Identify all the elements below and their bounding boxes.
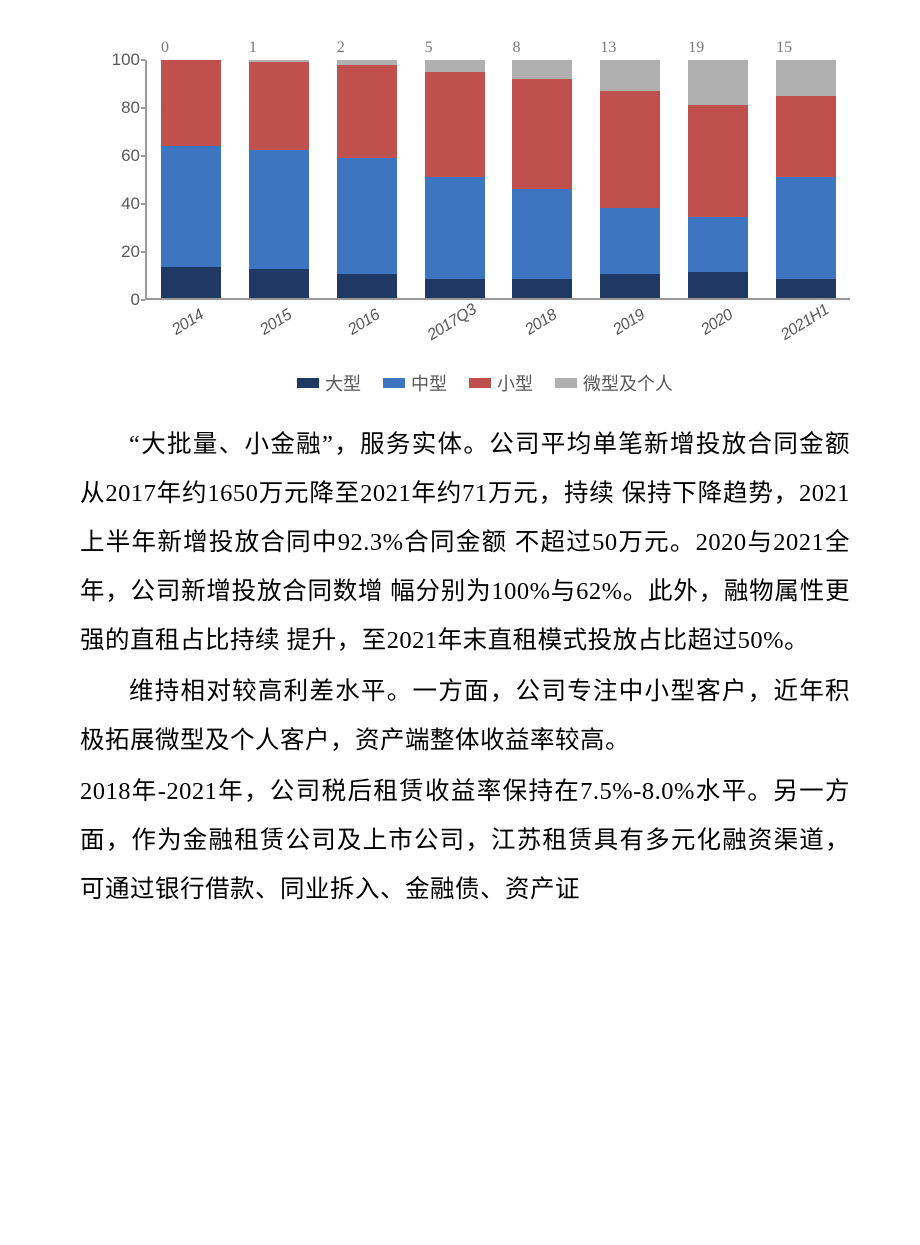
y-tick-label: 40 <box>100 194 140 214</box>
bar-column: 468 <box>512 60 572 298</box>
legend-swatch <box>297 378 319 388</box>
bar-segment-medium <box>512 189 572 279</box>
bar-segment-large <box>337 274 397 298</box>
bar-column: 3415 <box>776 60 836 298</box>
legend-label: 小型 <box>497 370 533 396</box>
bar-segment-large <box>600 274 660 298</box>
data-label-micro: 19 <box>688 39 704 57</box>
paragraph: 2018年-2021年，公司税后租赁收益率保持在7.5%-8.0%水平。另一方面… <box>80 767 850 914</box>
bar-segment-large <box>688 272 748 298</box>
legend-item-large: 大型 <box>297 370 361 396</box>
bar-segment-medium <box>776 177 836 279</box>
page: 360371392445468491347193415 201420152016… <box>0 0 920 914</box>
legend-item-medium: 中型 <box>383 370 447 396</box>
data-label-small: 36 <box>161 96 177 114</box>
data-label-small: 34 <box>776 129 792 147</box>
legend-label: 大型 <box>325 370 361 396</box>
legend-label: 中型 <box>411 370 447 396</box>
chart-container: 360371392445468491347193415 201420152016… <box>80 0 850 396</box>
y-tick-label: 20 <box>100 242 140 262</box>
bar-segment-micro <box>249 60 309 62</box>
data-label-micro: 1 <box>249 39 257 57</box>
data-label-micro: 13 <box>600 39 616 57</box>
bar-column: 360 <box>161 60 221 298</box>
bar-segment-micro <box>337 60 397 65</box>
y-tick-label: 100 <box>100 50 140 70</box>
legend-item-micro: 微型及个人 <box>555 370 673 396</box>
x-tick-label: 2014 <box>146 292 230 354</box>
bar-segment-medium <box>600 208 660 275</box>
bar-segment-large <box>161 267 221 298</box>
paragraph: 维持相对较高利差水平。一方面，公司专注中小型客户，近年积极拓展微型及个人客户，资… <box>80 667 850 765</box>
bar-column: 371 <box>249 60 309 298</box>
x-tick-label: 2016 <box>322 292 406 354</box>
bar-column: 4913 <box>600 60 660 298</box>
data-label-small: 47 <box>688 154 704 172</box>
data-label-micro: 15 <box>776 39 792 57</box>
x-tick-label: 2017Q3 <box>410 292 494 354</box>
data-label-micro: 8 <box>512 39 520 57</box>
bar-segment-medium <box>161 146 221 267</box>
legend-item-small: 小型 <box>469 370 533 396</box>
y-tick-label: 0 <box>100 290 140 310</box>
bar-segment-medium <box>337 158 397 275</box>
data-label-small: 39 <box>337 104 353 122</box>
chart-legend: 大型 中型 小型 微型及个人 <box>100 370 850 396</box>
legend-swatch <box>469 378 491 388</box>
bar-segment-micro <box>512 60 572 79</box>
data-label-small: 44 <box>425 117 441 135</box>
legend-label: 微型及个人 <box>583 370 673 396</box>
data-label-small: 49 <box>600 142 616 160</box>
data-label-micro: 0 <box>161 39 169 57</box>
bar-segment-micro <box>776 60 836 96</box>
bar-segment-large <box>425 279 485 298</box>
x-tick-label: 2019 <box>587 292 671 354</box>
bar-column: 392 <box>337 60 397 298</box>
bar-segment-large <box>512 279 572 298</box>
data-label-micro: 5 <box>425 39 433 57</box>
bar-segment-large <box>776 279 836 298</box>
plot-area: 360 371 392 445 468 4913 4719 3415 <box>145 60 850 300</box>
x-tick-label: 2020 <box>675 292 759 354</box>
stacked-bar-chart: 360371392445468491347193415 201420152016… <box>100 60 860 320</box>
bar-segment-micro <box>425 60 485 72</box>
bar-segment-large <box>249 269 309 298</box>
legend-swatch <box>555 378 577 388</box>
y-tick-label: 60 <box>100 146 140 166</box>
bars-row: 360 371 392 445 468 4913 4719 3415 <box>147 60 850 298</box>
data-label-micro: 2 <box>337 39 345 57</box>
document-body: “大批量、小金融”，服务实体。公司平均单笔新增投放合同金额从2017年约1650… <box>80 420 850 914</box>
x-tick-label: 2021H1 <box>763 292 847 354</box>
legend-swatch <box>383 378 405 388</box>
x-tick-label: 2018 <box>499 292 583 354</box>
data-label-small: 37 <box>249 99 265 117</box>
data-label-small: 46 <box>512 127 528 145</box>
x-axis-labels: 2014201520162017Q32018201920202021H1 <box>145 304 850 322</box>
bar-column: 4719 <box>688 60 748 298</box>
bar-segment-micro <box>600 60 660 91</box>
x-tick-label: 2015 <box>234 292 318 354</box>
bar-segment-medium <box>688 217 748 272</box>
y-tick-label: 80 <box>100 98 140 118</box>
bar-segment-medium <box>425 177 485 279</box>
bar-segment-medium <box>249 150 309 269</box>
bar-segment-micro <box>688 60 748 105</box>
bar-column: 445 <box>425 60 485 298</box>
paragraph: “大批量、小金融”，服务实体。公司平均单笔新增投放合同金额从2017年约1650… <box>80 420 850 665</box>
